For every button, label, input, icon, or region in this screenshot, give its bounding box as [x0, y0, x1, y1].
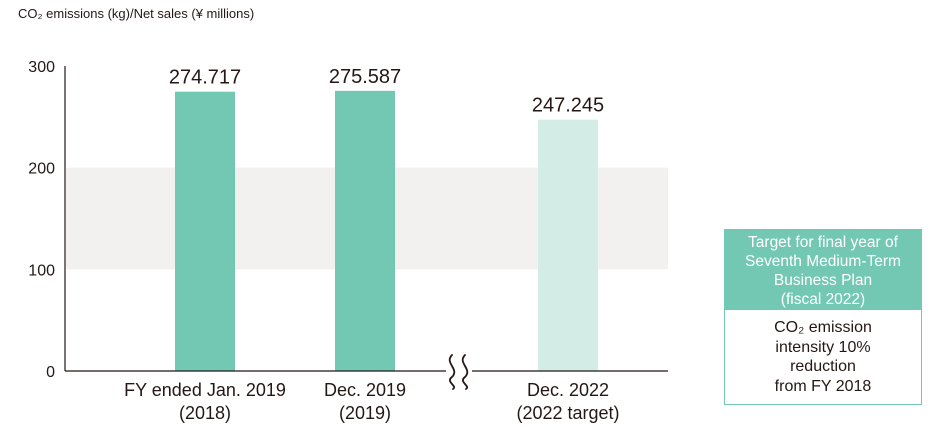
target-body-line: from FY 2018 [774, 377, 872, 395]
axis-break-stroke [448, 354, 456, 390]
target-callout: Target for final year of Seventh Medium-… [724, 229, 922, 405]
target-body-line: CO₂ emission [774, 319, 872, 336]
target-title-line: Business Plan [773, 272, 873, 289]
bars [175, 90, 598, 372]
target-title-line: (fiscal 2022) [780, 291, 866, 308]
target-body-line: reduction [790, 358, 856, 375]
axis-break-icon [446, 354, 472, 390]
value-label: 247.245 [532, 95, 604, 117]
category-label: Dec. 2019 [324, 380, 406, 400]
bar [335, 90, 395, 371]
category-label: (2018) [179, 403, 231, 423]
y-tick-label: 100 [28, 262, 55, 279]
category-label: FY ended Jan. 2019 [124, 380, 286, 400]
category-label: (2019) [339, 403, 391, 423]
value-label: 274.717 [169, 67, 241, 89]
bar [538, 119, 598, 371]
y-tick-label: 200 [28, 161, 55, 178]
y-tick-label: 0 [46, 364, 55, 381]
y-axis-ticks: 0 100 200 300 [28, 59, 55, 381]
axis-break-stroke [461, 354, 469, 390]
value-labels: 274.717 275.587 247.245 [169, 66, 604, 117]
category-label: Dec. 2022 [527, 380, 609, 400]
value-label: 275.587 [329, 66, 401, 88]
y-tick-label: 300 [28, 59, 55, 76]
category-label: (2022 target) [516, 403, 619, 423]
target-body-line: intensity 10% [775, 338, 871, 356]
category-labels: FY ended Jan. 2019 (2018) Dec. 2019 (2019) D… [124, 380, 619, 423]
target-callout-body: CO₂ emission intensity 10% reduction fro… [725, 310, 921, 396]
target-callout-title: Target for final year of Seventh Medium-… [725, 230, 921, 310]
y-axis-unit-label: CO₂ emissions (kg)/Net sales (¥ millions… [18, 6, 255, 21]
target-title-line: Seventh Medium-Term [745, 253, 901, 270]
bar [175, 91, 235, 372]
target-title-line: Target for final year of [748, 234, 898, 251]
